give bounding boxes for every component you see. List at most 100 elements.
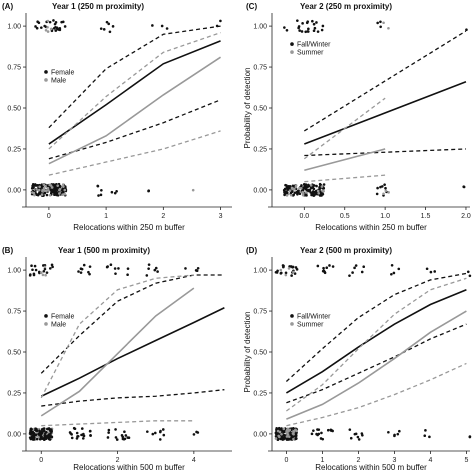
observation-point (376, 186, 379, 190)
observation-point (312, 194, 315, 197)
observation-point (184, 267, 187, 270)
panel-title: Year 1 (500 m proximity) (58, 246, 150, 255)
x-tick-label: 1.5 (421, 213, 431, 220)
observation-point (312, 29, 316, 32)
observation-point (37, 432, 40, 436)
observation-point (285, 435, 289, 438)
observation-point (88, 429, 92, 433)
observation-point (37, 21, 41, 25)
observation-point (70, 436, 74, 440)
observation-point (107, 431, 110, 434)
observation-point (32, 432, 36, 436)
observation-point (41, 273, 45, 277)
observation-point (280, 271, 283, 275)
legend-marker (44, 70, 48, 74)
x-tick-label: 2 (356, 457, 360, 464)
observation-point (79, 271, 83, 274)
observation-point (29, 427, 33, 431)
observation-point (61, 20, 65, 24)
observation-point (113, 191, 117, 195)
observation-point (58, 27, 62, 30)
observation-point (56, 184, 60, 187)
observation-point (310, 432, 314, 436)
observation-point (109, 263, 113, 267)
observation-point (158, 438, 162, 441)
observation-point (289, 265, 293, 268)
observation-point (73, 427, 77, 431)
observation-point (113, 267, 117, 270)
observation-point (309, 186, 313, 190)
observation-point (300, 30, 304, 33)
observation-point (28, 274, 32, 277)
observation-point (151, 432, 155, 436)
observation-point (351, 271, 354, 274)
observation-point (111, 25, 115, 28)
observation-point (376, 21, 379, 25)
observation-point (58, 187, 62, 191)
observation-point (49, 435, 53, 439)
observation-point (219, 19, 222, 23)
observation-point (297, 189, 300, 193)
observation-point (191, 188, 195, 192)
observation-point (32, 436, 36, 440)
observation-point (47, 189, 50, 192)
observation-point (33, 183, 37, 186)
observation-point (383, 183, 386, 186)
observation-point (34, 25, 37, 28)
observation-point (285, 194, 289, 197)
observation-point (47, 433, 51, 436)
observation-point (348, 274, 351, 277)
x-tick-label: 0 (47, 213, 51, 220)
observation-point (117, 267, 120, 270)
observation-point (294, 432, 298, 436)
observation-point (322, 189, 325, 193)
observation-point (298, 186, 301, 190)
observation-point (282, 433, 286, 437)
panel-c: (C) Year 2 (250 m proximity) 0.00 0.25 0.50 0… (243, 2, 471, 232)
x-tick-label: 0 (39, 457, 43, 464)
y-tick-label: 1.00 (253, 268, 267, 275)
observation-point (309, 184, 313, 187)
fitted-line-2 (286, 310, 467, 420)
observation-point (393, 434, 396, 438)
observation-point (295, 191, 299, 194)
upper-ci-line-1 (48, 25, 221, 129)
observation-point (290, 274, 293, 277)
observation-point (291, 265, 295, 269)
observation-point (48, 267, 52, 270)
observation-point (294, 434, 298, 438)
observation-point (287, 435, 291, 438)
observation-point (47, 437, 51, 441)
observation-point (294, 266, 298, 269)
observation-point (466, 270, 470, 274)
observation-point (293, 272, 297, 275)
fitted-line-2 (304, 148, 386, 172)
observation-point (147, 189, 150, 193)
observation-point (196, 266, 200, 270)
observation-point (304, 187, 308, 191)
observation-point (106, 436, 110, 439)
observation-point (46, 19, 50, 23)
observation-point (124, 434, 128, 437)
panel-label: (D) (246, 246, 257, 255)
upper-ci-line-2 (48, 32, 221, 150)
observation-point (33, 193, 36, 197)
observation-point (311, 19, 314, 23)
observation-point (462, 185, 466, 189)
y-tick-label: 0.50 (253, 106, 267, 113)
observation-point (320, 431, 323, 435)
observation-point (298, 29, 301, 32)
y-tick-label: 0.50 (253, 350, 267, 357)
upper-ci-line-2 (303, 97, 386, 160)
observation-point (56, 27, 59, 31)
x-tick-label: 5 (464, 457, 468, 464)
observation-point (63, 192, 67, 196)
observation-point (305, 186, 309, 189)
observation-point (317, 432, 321, 436)
observation-point (433, 270, 437, 273)
observation-point (33, 264, 37, 268)
observation-point (159, 429, 162, 433)
x-axis-title: Relocations within 500 m buffer (315, 463, 427, 472)
observation-point (192, 433, 196, 436)
legend-marker (290, 42, 294, 46)
